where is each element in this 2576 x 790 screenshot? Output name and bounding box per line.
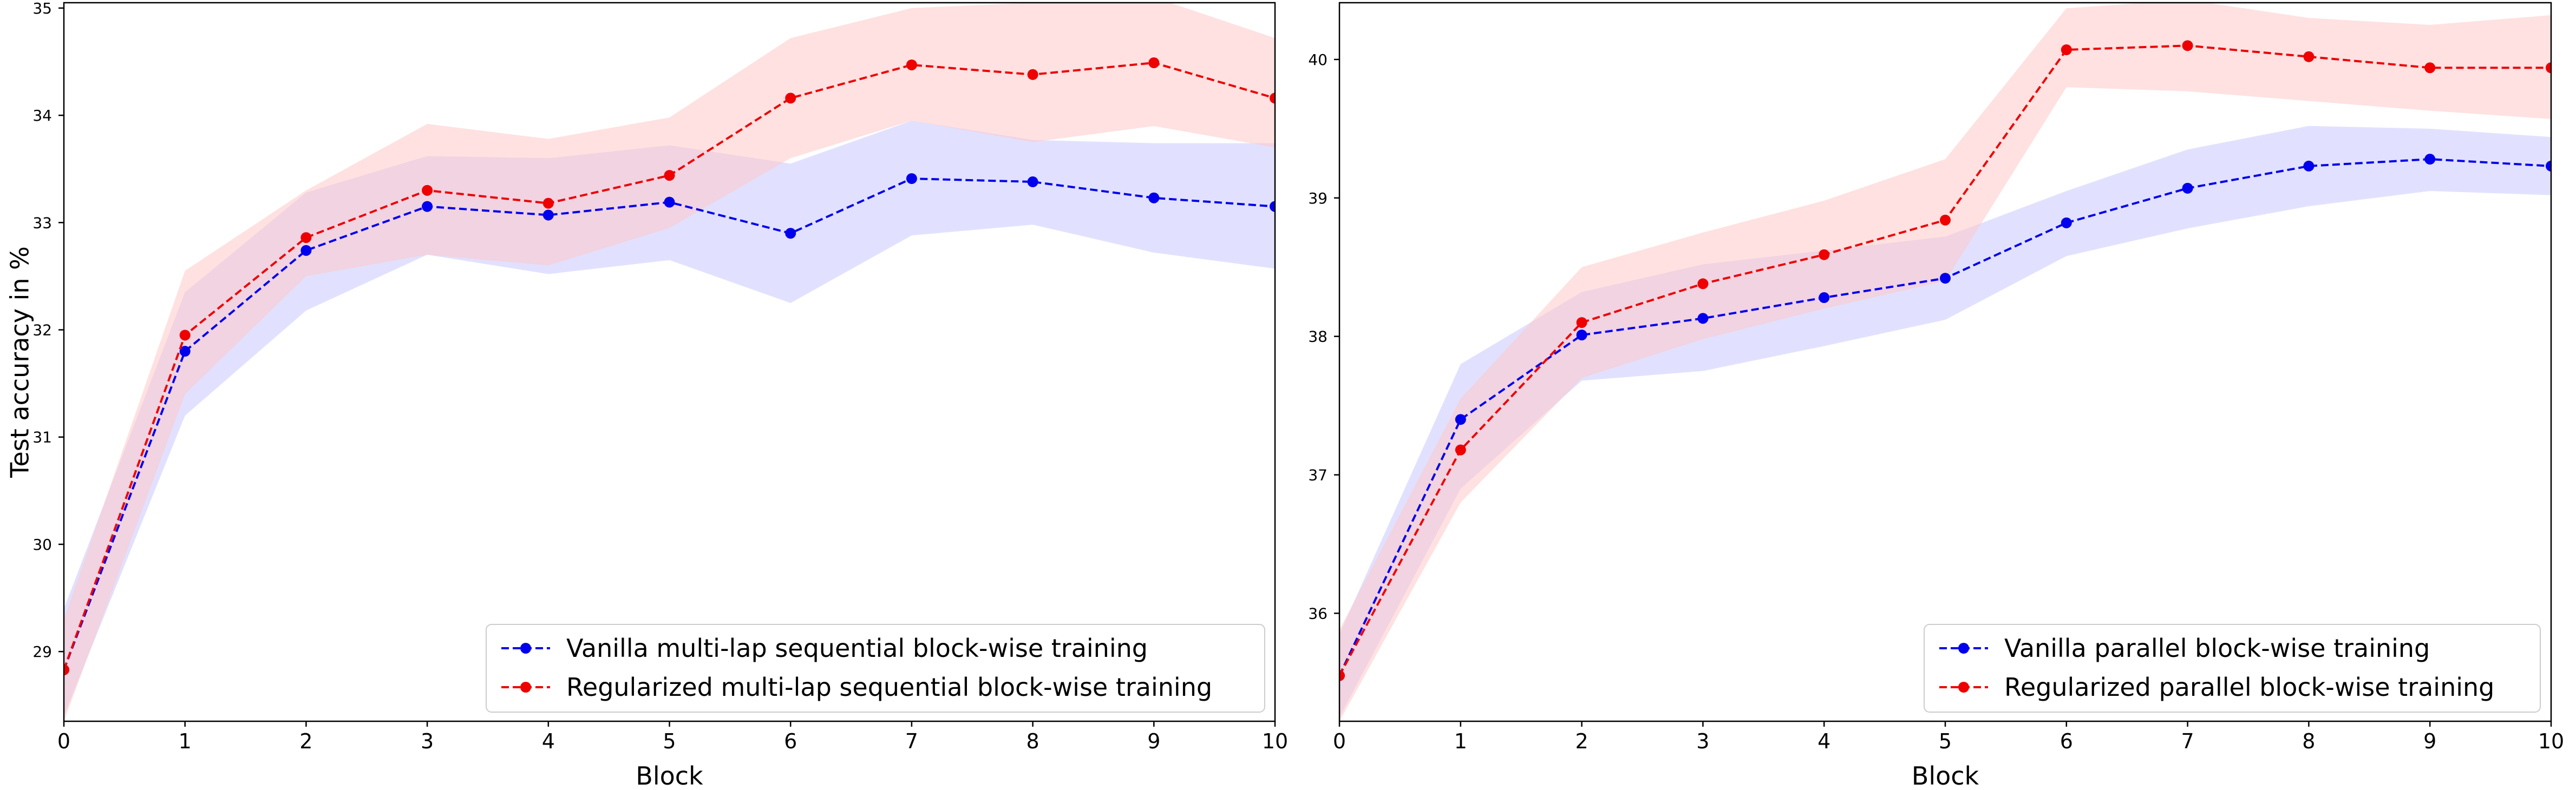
- regularized-data-point: [2061, 44, 2072, 55]
- regularized-data-point: [2303, 51, 2315, 62]
- vanilla-data-point: [2424, 154, 2436, 165]
- regularized-data-point: [2424, 62, 2436, 74]
- regularized-data-point: [2546, 62, 2551, 74]
- vanilla-confidence-band: [64, 121, 1275, 716]
- regularized-data-point: [664, 170, 675, 181]
- x-tick-label: 9: [2423, 729, 2436, 753]
- x-axis-label: Block: [636, 761, 703, 790]
- regularized-data-point: [2182, 40, 2193, 51]
- vanilla-data-point: [1027, 176, 1038, 188]
- x-tick-label: 0: [1333, 729, 1346, 753]
- y-tick-label: 35: [32, 0, 52, 17]
- x-tick-label: 10: [1262, 729, 1288, 753]
- regularized-data-point: [906, 59, 917, 70]
- x-tick-label: 2: [1575, 729, 1588, 753]
- regularized-data-point: [1576, 317, 1587, 328]
- legend-marker-vanilla: [1958, 643, 1969, 654]
- vanilla-data-point: [1576, 330, 1587, 341]
- vanilla-data-point: [2061, 217, 2072, 228]
- x-tick-label: 8: [1027, 729, 1039, 753]
- regularized-data-point: [1270, 93, 1275, 104]
- x-tick-label: 4: [542, 729, 555, 753]
- x-tick-label: 1: [1454, 729, 1467, 753]
- legend: Vanilla parallel block-wise training Regu…: [1924, 624, 2541, 713]
- x-tick-label: 4: [1817, 729, 1830, 753]
- y-tick-label: 37: [1308, 466, 1328, 484]
- x-tick-label: 1: [179, 729, 192, 753]
- legend: Vanilla multi-lap sequential block-wise …: [486, 624, 1265, 713]
- x-tick-label: 9: [1147, 729, 1160, 753]
- y-tick-label: 29: [32, 643, 52, 661]
- regularized-confidence-band: [1339, 3, 2551, 721]
- regularized-data-point: [542, 198, 554, 209]
- vanilla-data-point: [1819, 292, 1830, 304]
- x-axis-label: Block: [1912, 761, 1979, 790]
- regularized-data-point: [1148, 57, 1160, 68]
- y-tick-label: 36: [1308, 604, 1328, 622]
- y-tick-label: 33: [32, 214, 52, 232]
- regularized-confidence-band: [64, 3, 1275, 721]
- vanilla-data-point: [1940, 273, 1951, 284]
- x-tick-label: 7: [905, 729, 918, 753]
- right-panel: 0 1 2 3 4 5 6 7 8 9 10 36 37 38 39 40 Block Vanilla paral…: [1308, 2, 2564, 790]
- y-tick-label: 30: [32, 536, 52, 554]
- x-tick-label: 0: [57, 729, 70, 753]
- x-tick-label: 8: [2302, 729, 2315, 753]
- vanilla-data-point: [1148, 192, 1160, 203]
- vanilla-data-point: [1697, 313, 1709, 324]
- x-tick-label: 10: [2538, 729, 2564, 753]
- y-tick-label: 34: [32, 107, 52, 124]
- regularized-data-point: [1027, 69, 1038, 80]
- x-tick-label: 7: [2181, 729, 2194, 753]
- regularized-data-point: [785, 93, 796, 104]
- vanilla-data-point: [664, 196, 675, 208]
- y-axis-label: Test accuracy in %: [5, 246, 35, 478]
- legend-marker-vanilla: [520, 643, 531, 654]
- regularized-data-point: [1819, 249, 1830, 260]
- vanilla-data-point: [300, 245, 312, 256]
- regularized-data-point: [422, 185, 433, 196]
- y-tick-label: 39: [1308, 189, 1328, 207]
- y-tick-label: 38: [1308, 328, 1328, 346]
- legend-marker-regularized: [1958, 682, 1969, 693]
- vanilla-data-point: [422, 201, 433, 212]
- vanilla-data-point: [2546, 160, 2551, 172]
- regularized-data-point: [300, 232, 312, 243]
- vanilla-data-point: [179, 346, 191, 357]
- legend-box: [486, 624, 1265, 713]
- regularized-data-point: [1339, 670, 1345, 681]
- regularized-data-point: [1455, 444, 1466, 456]
- legend-marker-regularized: [520, 682, 531, 693]
- plot-area: [64, 3, 1275, 721]
- y-tick-label: 40: [1308, 51, 1328, 69]
- legend-label-regularized: Regularized parallel block-wise training: [2004, 673, 2494, 702]
- regularized-data-point: [64, 664, 69, 675]
- legend-box: [1924, 624, 2541, 713]
- x-tick-label: 6: [2060, 729, 2073, 753]
- y-tick-label: 32: [32, 321, 52, 339]
- y-tick-label: 31: [32, 429, 52, 446]
- vanilla-data-point: [1455, 414, 1466, 425]
- vanilla-data-point: [785, 228, 796, 239]
- vanilla-data-point: [906, 173, 917, 185]
- vanilla-data-point: [2303, 160, 2315, 172]
- regularized-data-point: [1940, 214, 1951, 226]
- vanilla-data-point: [1270, 201, 1275, 212]
- x-tick-label: 3: [1696, 729, 1709, 753]
- legend-label-vanilla: Vanilla parallel block-wise training: [2004, 634, 2430, 663]
- x-tick-label: 2: [299, 729, 312, 753]
- regularized-data-point: [1697, 278, 1709, 289]
- legend-label-regularized: Regularized multi-lap sequential block-w…: [566, 673, 1212, 702]
- plot-area: [1339, 3, 2551, 721]
- legend-label-vanilla: Vanilla multi-lap sequential block-wise …: [566, 634, 1148, 663]
- x-tick-label: 5: [663, 729, 676, 753]
- x-tick-label: 3: [421, 729, 434, 753]
- x-tick-label: 5: [1939, 729, 1952, 753]
- x-tick-label: 6: [784, 729, 797, 753]
- vanilla-data-point: [2182, 182, 2193, 194]
- regularized-data-point: [179, 330, 191, 341]
- vanilla-data-point: [542, 209, 554, 221]
